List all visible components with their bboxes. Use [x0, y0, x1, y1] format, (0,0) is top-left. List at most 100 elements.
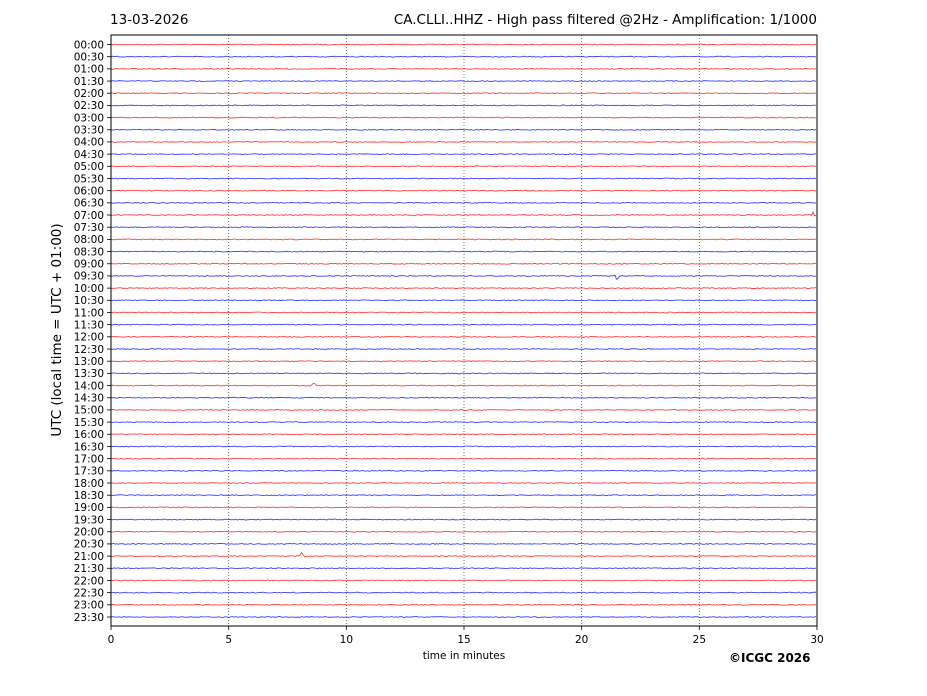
y-tick-label: 00:00 — [74, 39, 104, 51]
y-tick-label: 11:00 — [74, 307, 104, 319]
trace-1100 — [110, 311, 817, 314]
y-tick-label: 20:00 — [74, 527, 104, 539]
trace-0500 — [110, 165, 817, 168]
y-tick-label: 07:00 — [74, 210, 104, 222]
trace-2000 — [110, 530, 817, 533]
copyright: ©ICGC 2026 — [729, 651, 811, 665]
x-tick-label: 20 — [575, 634, 588, 646]
y-tick-label: 12:30 — [74, 344, 104, 356]
y-tick-label: 05:30 — [74, 173, 104, 185]
trace-1530 — [110, 421, 817, 424]
y-tick-label: 00:30 — [74, 51, 104, 63]
y-tick-label: 16:30 — [74, 441, 104, 453]
x-tick-label: 15 — [457, 634, 470, 646]
trace-1200 — [110, 335, 817, 338]
y-tick-label: 16:00 — [74, 429, 104, 441]
y-tick-label: 20:30 — [74, 539, 104, 551]
y-tick-label: 05:00 — [74, 161, 104, 173]
y-tick-label: 01:30 — [74, 76, 104, 88]
y-tick-label: 22:00 — [74, 575, 104, 587]
y-tick-label: 15:00 — [74, 405, 104, 417]
trace-0400 — [110, 140, 817, 143]
trace-0000 — [110, 43, 817, 46]
trace-0800 — [110, 238, 817, 241]
y-tick-label: 21:00 — [74, 551, 104, 563]
trace-0030 — [110, 55, 817, 58]
trace-1600 — [110, 433, 817, 436]
x-tick-label: 5 — [225, 634, 232, 646]
chart-title: CA.CLLI..HHZ - High pass filtered @2Hz -… — [393, 12, 817, 28]
y-tick-label: 06:30 — [74, 198, 104, 210]
y-tick-label: 01:00 — [74, 64, 104, 76]
trace-1000 — [110, 287, 817, 290]
y-tick-label: 08:30 — [74, 246, 104, 258]
trace-1430 — [110, 396, 817, 399]
trace-2100 — [110, 551, 817, 558]
trace-1800 — [110, 482, 817, 484]
y-tick-label: 19:00 — [74, 502, 104, 514]
trace-0900 — [110, 262, 817, 265]
y-tick-label: 02:00 — [74, 88, 104, 100]
y-tick-label: 13:30 — [74, 368, 104, 380]
trace-0930 — [110, 274, 817, 280]
trace-1130 — [110, 323, 817, 326]
y-tick-label: 07:30 — [74, 222, 104, 234]
trace-0630 — [110, 201, 817, 204]
trace-0700 — [110, 210, 817, 217]
y-tick-label: 18:00 — [74, 478, 104, 490]
y-tick-label: 23:00 — [74, 600, 104, 612]
trace-2130 — [110, 567, 817, 570]
date-label: 13-03-2026 — [110, 12, 189, 28]
y-tick-label: 03:00 — [74, 112, 104, 124]
trace-1500 — [110, 408, 817, 411]
trace-1630 — [110, 445, 817, 448]
y-tick-label: 02:30 — [74, 100, 104, 112]
trace-1700 — [110, 457, 817, 460]
plot-frame — [110, 34, 818, 627]
y-tick-label: 22:30 — [74, 587, 104, 599]
trace-2030 — [110, 542, 817, 546]
y-tick-label: 06:00 — [74, 185, 104, 197]
y-tick-label: 17:30 — [74, 466, 104, 478]
trace-2200 — [110, 579, 817, 582]
x-axis-label: time in minutes — [422, 650, 506, 662]
trace-1730 — [110, 469, 817, 472]
y-tick-label: 14:00 — [74, 380, 104, 392]
trace-0130 — [110, 80, 817, 82]
trace-2230 — [110, 591, 817, 594]
y-tick-label: 10:30 — [74, 295, 104, 307]
trace-0830 — [110, 250, 817, 253]
trace-0230 — [110, 104, 817, 107]
y-tick-label: 04:30 — [74, 149, 104, 161]
trace-1900 — [110, 506, 817, 509]
y-tick-label: 09:30 — [74, 271, 104, 283]
trace-0100 — [110, 67, 817, 70]
trace-1030 — [110, 299, 817, 302]
trace-0330 — [110, 128, 817, 131]
trace-1400 — [110, 382, 817, 387]
trace-0730 — [110, 226, 817, 229]
y-tick-label: 04:00 — [74, 137, 104, 149]
y-tick-label: 03:30 — [74, 125, 104, 137]
y-tick-label: 12:00 — [74, 332, 104, 344]
trace-1830 — [110, 494, 817, 497]
trace-0530 — [110, 177, 817, 180]
y-tick-label: 09:00 — [74, 259, 104, 271]
y-tick-label: 13:00 — [74, 356, 104, 368]
y-tick-label: 21:30 — [74, 563, 104, 575]
y-tick-label: 19:30 — [74, 514, 104, 526]
x-tick-label: 25 — [693, 634, 706, 646]
y-tick-label: 11:30 — [74, 319, 104, 331]
trace-0600 — [110, 189, 817, 192]
y-tick-label: 15:30 — [74, 417, 104, 429]
y-tick-label: 14:30 — [74, 393, 104, 405]
x-tick-label: 30 — [810, 634, 823, 646]
trace-1330 — [110, 372, 817, 375]
trace-1300 — [110, 360, 817, 363]
x-tick-label: 10 — [340, 634, 353, 646]
trace-0200 — [110, 92, 817, 95]
y-tick-label: 18:30 — [74, 490, 104, 502]
y-tick-label: 10:00 — [74, 283, 104, 295]
